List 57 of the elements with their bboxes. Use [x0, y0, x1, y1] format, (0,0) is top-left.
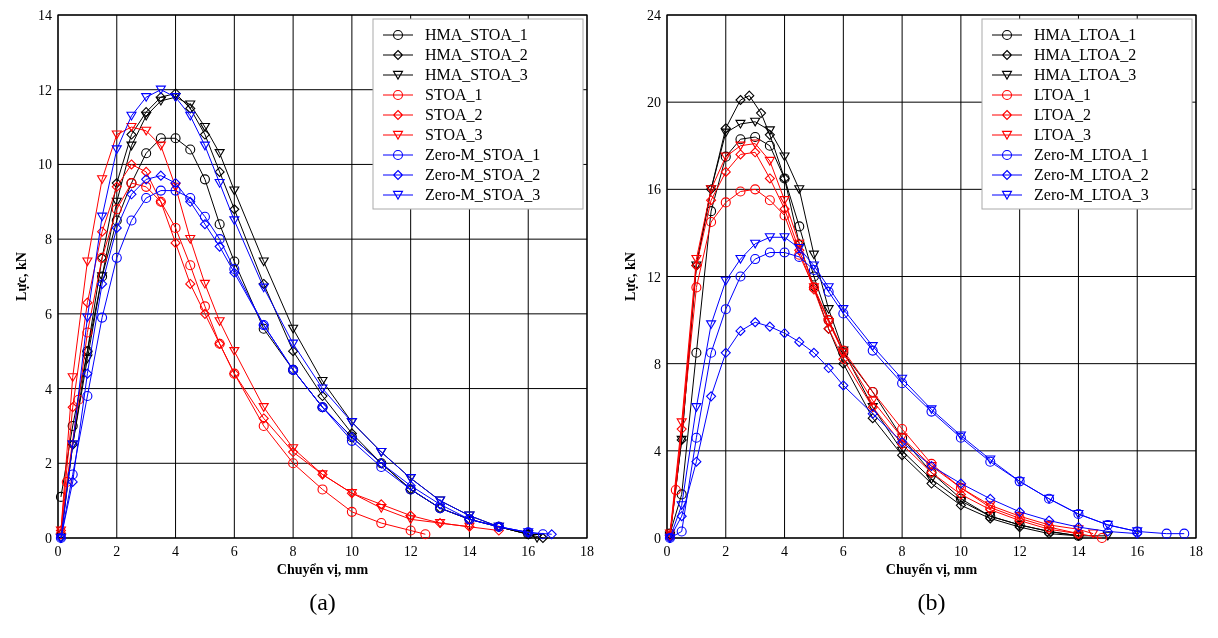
- x-tick-label: 18: [1189, 544, 1203, 559]
- legend-label: Zero-M_STOA_2: [425, 166, 541, 183]
- x-tick-label: 2: [722, 544, 730, 559]
- y-tick-label: 4: [654, 443, 661, 459]
- y-tick-label: 8: [654, 356, 661, 372]
- x-tick-label: 4: [781, 544, 789, 559]
- y-tick-label: 16: [647, 182, 661, 198]
- y-tick-label: 2: [45, 456, 52, 472]
- legend-label: Zero-M_STOA_1: [425, 146, 541, 163]
- legend-label: HMA_STOA_1: [425, 26, 528, 43]
- x-tick-label: 8: [898, 544, 906, 559]
- x-tick-label: 8: [289, 544, 297, 559]
- x-axis-title: Chuyển vị, mm: [885, 562, 978, 577]
- y-axis-title: Lực, kN: [623, 252, 638, 301]
- y-tick-label: 10: [38, 157, 52, 173]
- legend-label: Zero-M_LTOA_2: [1034, 166, 1149, 183]
- x-tick-label: 6: [230, 544, 238, 559]
- x-tick-label: 14: [1071, 544, 1086, 559]
- legend-label: Zero-M_LTOA_3: [1034, 186, 1149, 203]
- x-tick-label: 4: [172, 544, 180, 559]
- y-tick-label: 14: [38, 8, 52, 23]
- text: (b): [917, 589, 946, 615]
- x-tick-label: 16: [1130, 544, 1145, 559]
- legend-label: LTOA_3: [1034, 126, 1091, 143]
- y-tick-label: 4: [45, 381, 52, 397]
- text: (a): [309, 589, 336, 615]
- legend-label: STOA_1: [425, 86, 483, 103]
- x-tick-label: 6: [839, 544, 847, 559]
- legend-label: STOA_2: [425, 106, 483, 123]
- x-tick-label: 18: [580, 544, 594, 559]
- legend-label: HMA_LTOA_1: [1034, 26, 1137, 43]
- legend-label: LTOA_2: [1034, 106, 1091, 123]
- y-tick-label: 12: [647, 269, 661, 285]
- x-tick-label: 12: [403, 544, 418, 559]
- y-tick-label: 24: [647, 8, 661, 23]
- x-tick-label: 16: [521, 544, 536, 559]
- y-axis-title: Lực, kN: [14, 252, 29, 301]
- legend-label: HMA_STOA_2: [425, 46, 528, 63]
- legend-label: Zero-M_STOA_3: [425, 186, 541, 203]
- legend-label: STOA_3: [425, 126, 483, 143]
- legend-label: Zero-M_LTOA_1: [1034, 146, 1149, 163]
- x-tick-label: 10: [344, 544, 359, 559]
- x-axis-title: Chuyển vị, mm: [276, 562, 369, 577]
- legend-label: LTOA_1: [1034, 86, 1091, 103]
- x-tick-label: 2: [113, 544, 121, 559]
- legend-label: HMA_LTOA_3: [1034, 66, 1137, 83]
- y-tick-label: 6: [45, 306, 52, 322]
- legend-label: HMA_LTOA_2: [1034, 46, 1137, 63]
- x-tick-label: 12: [1012, 544, 1027, 559]
- y-tick-label: 0: [654, 531, 661, 546]
- y-tick-label: 0: [45, 531, 52, 546]
- x-tick-label: 10: [953, 544, 968, 559]
- y-tick-label: 20: [647, 95, 661, 111]
- y-tick-label: 8: [45, 232, 52, 248]
- y-tick-label: 12: [38, 82, 52, 98]
- legend-label: HMA_STOA_3: [425, 66, 528, 83]
- x-tick-label: 14: [462, 544, 477, 559]
